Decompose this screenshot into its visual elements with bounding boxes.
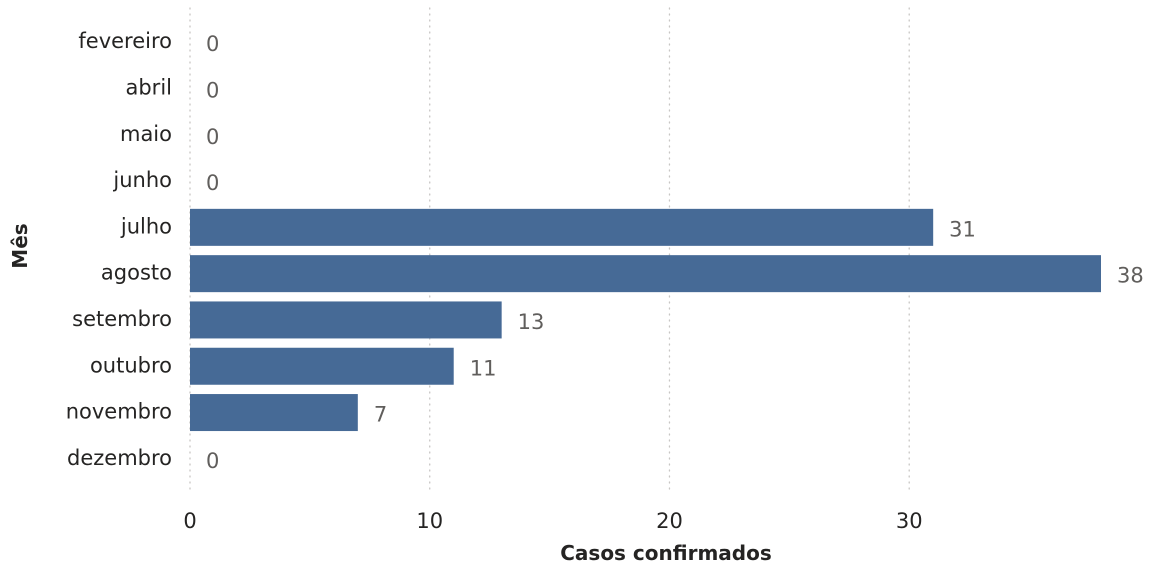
x-axis-title: Casos confirmados [560, 541, 772, 563]
category-label-junho: junho [112, 168, 172, 192]
y-axis-title: Mês [8, 223, 32, 268]
category-label-maio: maio [120, 122, 172, 146]
category-labels: fevereiro abril maio junho julho agosto setemb… [66, 29, 172, 470]
data-label-dezembro: 0 [206, 449, 219, 473]
data-label-outubro: 11 [470, 356, 497, 380]
x-tick-label: 10 [416, 509, 443, 533]
category-label-fevereiro: fevereiro [78, 29, 172, 53]
data-labels: 0 0 0 0 31 38 13 11 7 0 [206, 32, 1144, 473]
category-label-novembro: novembro [66, 400, 172, 424]
x-tick-label: 30 [896, 509, 923, 533]
data-label-setembro: 13 [518, 310, 545, 334]
data-label-fevereiro: 0 [206, 32, 219, 56]
x-tick-label: 0 [183, 509, 196, 533]
bar-setembro [190, 301, 502, 339]
bar-outubro [190, 347, 454, 385]
bars [190, 208, 1101, 432]
category-label-agosto: agosto [101, 261, 172, 285]
category-label-julho: julho [120, 214, 172, 238]
data-label-maio: 0 [206, 125, 219, 149]
category-label-outubro: outubro [90, 353, 172, 377]
category-label-abril: abril [125, 75, 172, 99]
category-label-setembro: setembro [72, 307, 172, 331]
data-label-agosto: 38 [1117, 264, 1144, 288]
data-label-novembro: 7 [374, 403, 387, 427]
data-label-julho: 31 [949, 217, 976, 241]
data-label-junho: 0 [206, 171, 219, 195]
x-tick-label: 20 [656, 509, 683, 533]
bar-novembro [190, 394, 358, 432]
bar-julho [190, 208, 934, 246]
category-label-dezembro: dezembro [67, 446, 172, 470]
x-axis-ticks: 0 10 20 30 [183, 509, 922, 533]
bar-agosto [190, 255, 1101, 293]
data-label-abril: 0 [206, 78, 219, 102]
